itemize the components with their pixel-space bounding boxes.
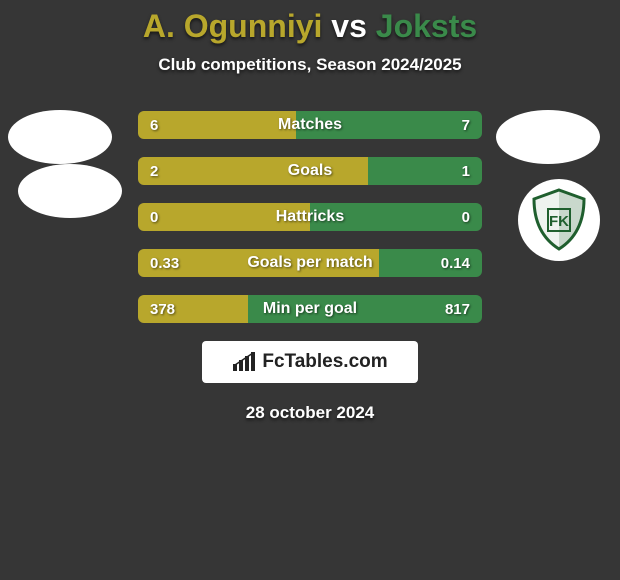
player-left-avatar-2 [18, 164, 122, 218]
stat-bar-left [138, 249, 379, 277]
club-crest: FK [518, 179, 600, 261]
brand-text: FcTables.com [262, 351, 387, 373]
stat-row: Matches67 [138, 111, 482, 139]
stat-bar-left [138, 157, 368, 185]
stat-row: Hattricks00 [138, 203, 482, 231]
player-right-avatar [496, 110, 600, 164]
stat-bar-right [310, 203, 482, 231]
subtitle: Club competitions, Season 2024/2025 [0, 55, 620, 75]
stat-row: Min per goal378817 [138, 295, 482, 323]
comparison-bars: Matches67 Goals21 Hattricks00 Goals per mat… [138, 111, 482, 323]
stat-bar-right [248, 295, 482, 323]
stat-row: Goals21 [138, 157, 482, 185]
title-right: Joksts [376, 8, 477, 44]
bars-icon [232, 352, 256, 372]
shield-icon: FK [526, 187, 592, 253]
date-text: 28 october 2024 [0, 403, 620, 423]
stat-bar-left [138, 295, 248, 323]
stat-bar-left [138, 111, 296, 139]
title-vs: vs [322, 8, 375, 44]
stat-bar-right [379, 249, 482, 277]
brand-link[interactable]: FcTables.com [202, 341, 418, 383]
stat-bar-right [296, 111, 482, 139]
stat-bar-right [368, 157, 482, 185]
player-left-avatar-1 [8, 110, 112, 164]
title-left: A. Ogunniyi [143, 8, 323, 44]
stat-row: Goals per match0.330.14 [138, 249, 482, 277]
page-title: A. Ogunniyi vs Joksts [0, 0, 620, 45]
crest-letters: FK [549, 213, 569, 230]
stat-bar-left [138, 203, 310, 231]
